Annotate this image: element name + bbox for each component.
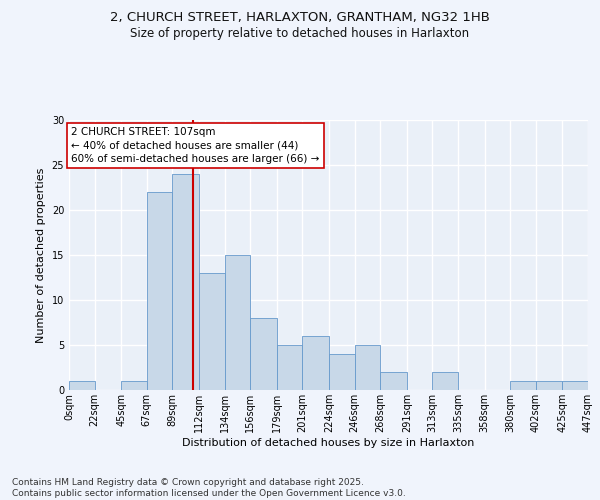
Bar <box>199 273 224 390</box>
Bar <box>536 381 562 390</box>
Bar <box>277 345 302 390</box>
Y-axis label: Number of detached properties: Number of detached properties <box>36 168 46 342</box>
Bar <box>329 354 355 390</box>
Text: 2, CHURCH STREET, HARLAXTON, GRANTHAM, NG32 1HB: 2, CHURCH STREET, HARLAXTON, GRANTHAM, N… <box>110 11 490 24</box>
Bar <box>433 372 458 390</box>
Bar <box>172 174 199 390</box>
Bar <box>224 255 250 390</box>
Bar <box>69 381 95 390</box>
Text: Size of property relative to detached houses in Harlaxton: Size of property relative to detached ho… <box>130 28 470 40</box>
Bar <box>147 192 172 390</box>
Bar <box>355 345 380 390</box>
X-axis label: Distribution of detached houses by size in Harlaxton: Distribution of detached houses by size … <box>182 438 475 448</box>
Text: Contains HM Land Registry data © Crown copyright and database right 2025.
Contai: Contains HM Land Registry data © Crown c… <box>12 478 406 498</box>
Bar <box>250 318 277 390</box>
Bar <box>562 381 588 390</box>
Bar <box>302 336 329 390</box>
Bar <box>380 372 407 390</box>
Bar <box>121 381 147 390</box>
Bar <box>510 381 536 390</box>
Text: 2 CHURCH STREET: 107sqm
← 40% of detached houses are smaller (44)
60% of semi-de: 2 CHURCH STREET: 107sqm ← 40% of detache… <box>71 127 320 164</box>
